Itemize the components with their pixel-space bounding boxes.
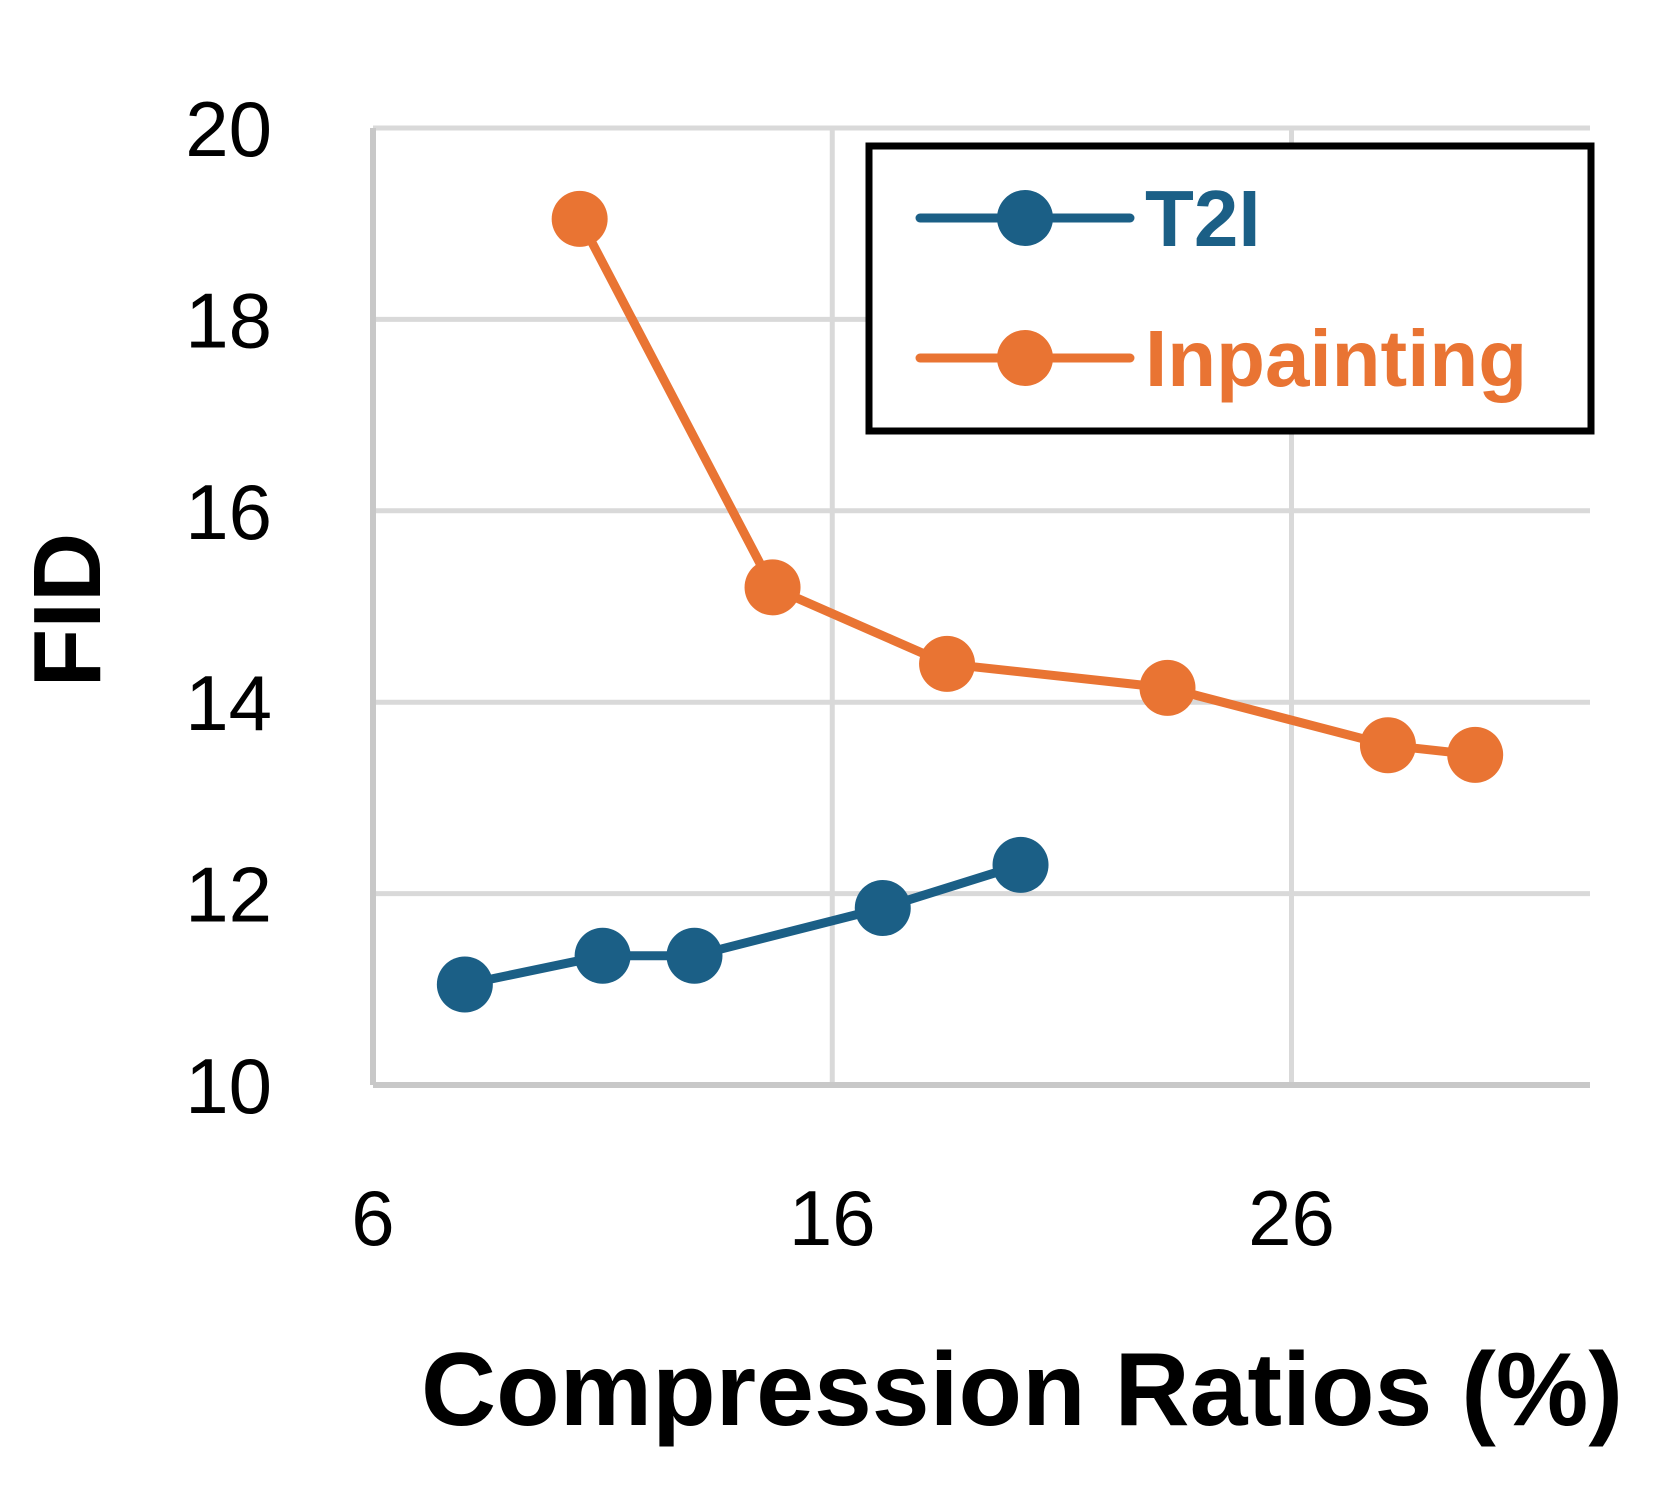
legend-box [865,142,1595,435]
legend: T2I Inpainting [865,142,1595,435]
data-point-inpainting [919,635,976,692]
series-line-t2i [463,860,1022,989]
y-tick-labels: 10 12 14 16 18 20 [185,85,272,1130]
y-axis-title: FID [14,533,121,688]
legend-marker-t2i [997,190,1053,246]
y-tick-label: 12 [185,851,272,939]
legend-label-inpainting: Inpainting [1145,314,1527,403]
data-point-t2i [992,836,1049,893]
y-tick-label: 14 [185,659,272,747]
data-point-inpainting [551,190,608,247]
y-tick-label: 10 [185,1042,272,1130]
data-point-t2i [574,927,631,984]
data-point-t2i [436,956,493,1013]
series-group [436,190,1504,1013]
data-point-inpainting [1139,659,1196,716]
data-point-t2i [666,927,723,984]
data-point-inpainting [744,559,801,616]
x-tick-label: 26 [1248,1174,1335,1262]
legend-label-t2i: T2I [1145,174,1261,263]
data-point-inpainting [1447,726,1504,783]
x-tick-label: 16 [789,1174,876,1262]
y-tick-label: 18 [185,276,272,364]
legend-marker-inpainting [997,330,1053,386]
x-axis-title: Compression Ratios (%) [421,1332,1623,1448]
y-tick-label: 20 [185,85,272,173]
y-tick-label: 16 [185,468,272,556]
data-point-t2i [854,879,911,936]
x-tick-label: 6 [351,1174,394,1262]
x-tick-labels: 6 16 26 [351,1174,1335,1262]
data-point-inpainting [1359,717,1416,774]
